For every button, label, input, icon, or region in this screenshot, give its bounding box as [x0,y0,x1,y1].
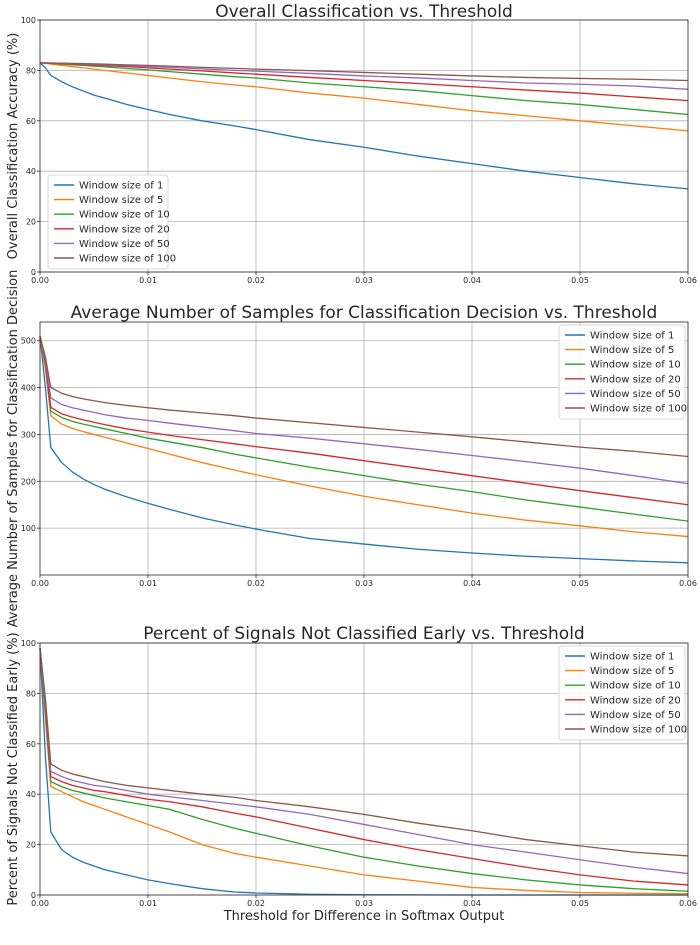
y-axis-label: Overall Classification Accuracy (%) [6,33,21,260]
y-tick-label: 40 [26,167,36,176]
legend-frame [558,324,686,420]
legend-label: Window size of 50 [590,389,681,400]
x-tick-label: 0.05 [571,899,589,908]
chart-title: Overall Classification vs. Threshold [215,2,513,22]
y-tick-label: 100 [21,524,36,533]
x-tick-label: 0.04 [463,899,481,908]
chart-title: Average Number of Samples for Classifica… [71,303,658,323]
legend-label: Window size of 100 [590,404,687,415]
legend-label: Window size of 10 [590,360,681,371]
y-tick-label: 200 [21,477,36,486]
y-axis-label: Average Number of Samples for Classifica… [6,270,21,628]
legend: Window size of 1 Window size of 5 Window s… [558,645,687,741]
series-line-4 [39,335,689,506]
y-tick-label: 0 [31,891,36,900]
legend-label: Window size of 50 [79,239,170,250]
x-tick-label: 0.03 [355,579,373,588]
legend-frame [47,174,169,270]
series-line-3 [39,335,689,522]
legend-label: Window size of 5 [590,666,674,677]
y-tick-label: 60 [26,740,36,749]
series-line-2 [39,335,689,538]
chart-title: Percent of Signals Not Classified Early … [143,624,584,644]
legend-label: Window size of 1 [590,331,674,342]
series-line-6 [39,335,689,458]
legend-label: Window size of 50 [590,710,681,721]
x-tick-label: 0.01 [139,276,157,285]
x-tick-label: 0.06 [679,276,697,285]
legend-frame [558,645,686,741]
series-line-2 [39,647,689,895]
subplot-3: 0.00 0.01 0.02 0.03 0.04 0.05 0.06 0 20 40 60 80 100… [6,624,697,908]
legend-label: Window size of 1 [590,652,674,663]
series-line-5 [39,335,689,485]
y-tick-label: 400 [21,384,36,393]
x-tick-label: 0.03 [355,276,373,285]
series-line-3 [39,647,689,892]
subplots: 0.00 0.01 0.02 0.03 0.04 0.05 0.06 0 20 40 60 80 100… [6,2,697,908]
x-tick-label: 0.00 [31,899,49,908]
x-tick-label: 0.01 [139,899,157,908]
subplot-1: 0.00 0.01 0.02 0.03 0.04 0.05 0.06 0 20 40 60 80 100… [6,2,697,285]
x-tick-label: 0.00 [31,276,49,285]
y-tick-label: 80 [26,689,36,698]
legend-label: Window size of 100 [79,254,176,265]
legend-label: Window size of 10 [79,210,170,221]
legend-label: Window size of 10 [590,681,681,692]
y-tick-label: 20 [26,218,36,227]
series-line-4 [39,647,689,886]
subplot-2: 0.00 0.01 0.02 0.03 0.04 0.05 0.06 100 200 300 400… [6,270,697,628]
x-tick-label: 0.03 [355,899,373,908]
x-tick-label: 0.02 [247,276,265,285]
x-tick-label: 0.04 [463,579,481,588]
legend-label: Window size of 20 [79,224,170,235]
y-tick-label: 20 [26,841,36,850]
figure-x-axis-label: Threshold for Difference in Softmax Outp… [223,909,505,924]
legend-label: Window size of 100 [590,725,687,736]
series-line-1 [39,62,689,190]
x-tick-label: 0.06 [679,899,697,908]
series-line-2 [39,62,689,132]
y-tick-label: 500 [21,337,36,346]
y-tick-label: 0 [31,268,36,277]
x-tick-label: 0.00 [31,579,49,588]
x-tick-label: 0.06 [679,579,697,588]
y-tick-label: 100 [21,639,36,648]
y-tick-label: 40 [26,790,36,799]
x-tick-label: 0.02 [247,579,265,588]
legend: Window size of 1 Window size of 5 Window s… [47,174,176,270]
legend-label: Window size of 5 [79,195,163,206]
series-line-5 [39,647,689,875]
x-tick-label: 0.05 [571,579,589,588]
series-line-6 [40,62,689,82]
series-line-6 [39,647,689,857]
y-tick-label: 80 [26,66,36,75]
x-tick-label: 0.04 [463,276,481,285]
legend-label: Window size of 5 [590,345,674,356]
legend-label: Window size of 1 [79,181,163,192]
x-tick-label: 0.02 [247,899,265,908]
x-tick-label: 0.05 [571,276,589,285]
y-tick-label: 300 [21,430,36,439]
y-tick-label: 60 [26,117,36,126]
x-tick-label: 0.01 [139,579,157,588]
legend-label: Window size of 20 [590,695,681,706]
y-axis-label: Percent of Signals Not Classified Early … [6,632,21,905]
legend-label: Window size of 20 [590,374,681,385]
y-tick-label: 100 [21,16,36,25]
legend: Window size of 1 Window size of 5 Window s… [558,324,687,420]
series-line-1 [39,335,689,564]
